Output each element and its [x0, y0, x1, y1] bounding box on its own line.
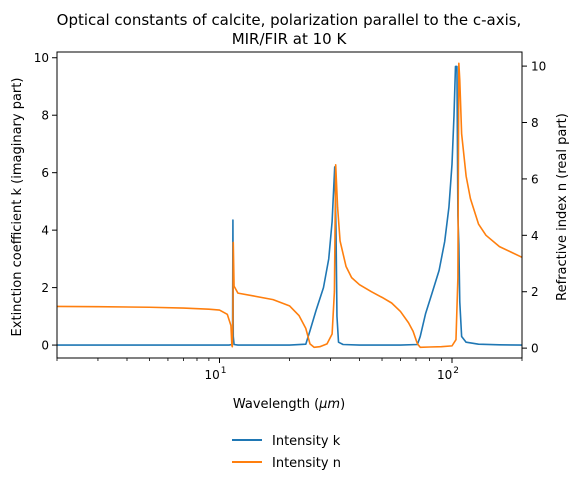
y-right-tick-label: 0: [531, 342, 539, 356]
plot-frame: [56, 51, 523, 359]
chart-title: Optical constants of calcite, polarizati…: [57, 11, 522, 29]
x-tick-label-exp: 2: [453, 366, 459, 376]
legend-label-n: Intensity n: [272, 456, 341, 471]
y-right-tick-label: 6: [531, 172, 539, 186]
series-line-k: [57, 65, 523, 346]
y-left-tick-label: 6: [41, 166, 49, 180]
legend-label-k: Intensity k: [272, 434, 341, 449]
plot-series: [56, 62, 523, 349]
series-line-n: [56, 62, 523, 349]
chart-subtitle: MIR/FIR at 10 K: [232, 30, 348, 48]
y-right-tick-label: 10: [531, 60, 546, 74]
x-tick-label: 102: [437, 366, 459, 382]
y-axis-right: 0 2 4 6 8 10: [522, 60, 546, 356]
x-axis: 101 102: [56, 358, 523, 382]
y-right-tick-label: 2: [531, 285, 539, 299]
y-left-tick-label: 8: [41, 109, 49, 123]
legend: Intensity k Intensity n: [232, 434, 341, 471]
y-left-tick-label: 0: [41, 339, 49, 353]
y-left-tick-label: 4: [41, 224, 49, 238]
x-axis-label: Wavelength (μm): [233, 397, 345, 412]
y-left-tick-label: 2: [41, 281, 49, 295]
y-right-tick-label: 4: [531, 229, 539, 243]
y-axis-left: 0 2 4 6 8 10: [34, 51, 57, 353]
x-axis-label-unit: μm: [318, 397, 340, 412]
x-tick-label-exp: 1: [221, 366, 227, 376]
x-tick-label: 101: [205, 366, 227, 382]
y-left-tick-label: 10: [34, 51, 49, 65]
y-right-tick-label: 8: [531, 116, 539, 130]
y-axis-right-label: Refractive index n (real part): [555, 113, 570, 301]
y-axis-left-label: Extinction coefficient k (imaginary part…: [10, 78, 25, 337]
